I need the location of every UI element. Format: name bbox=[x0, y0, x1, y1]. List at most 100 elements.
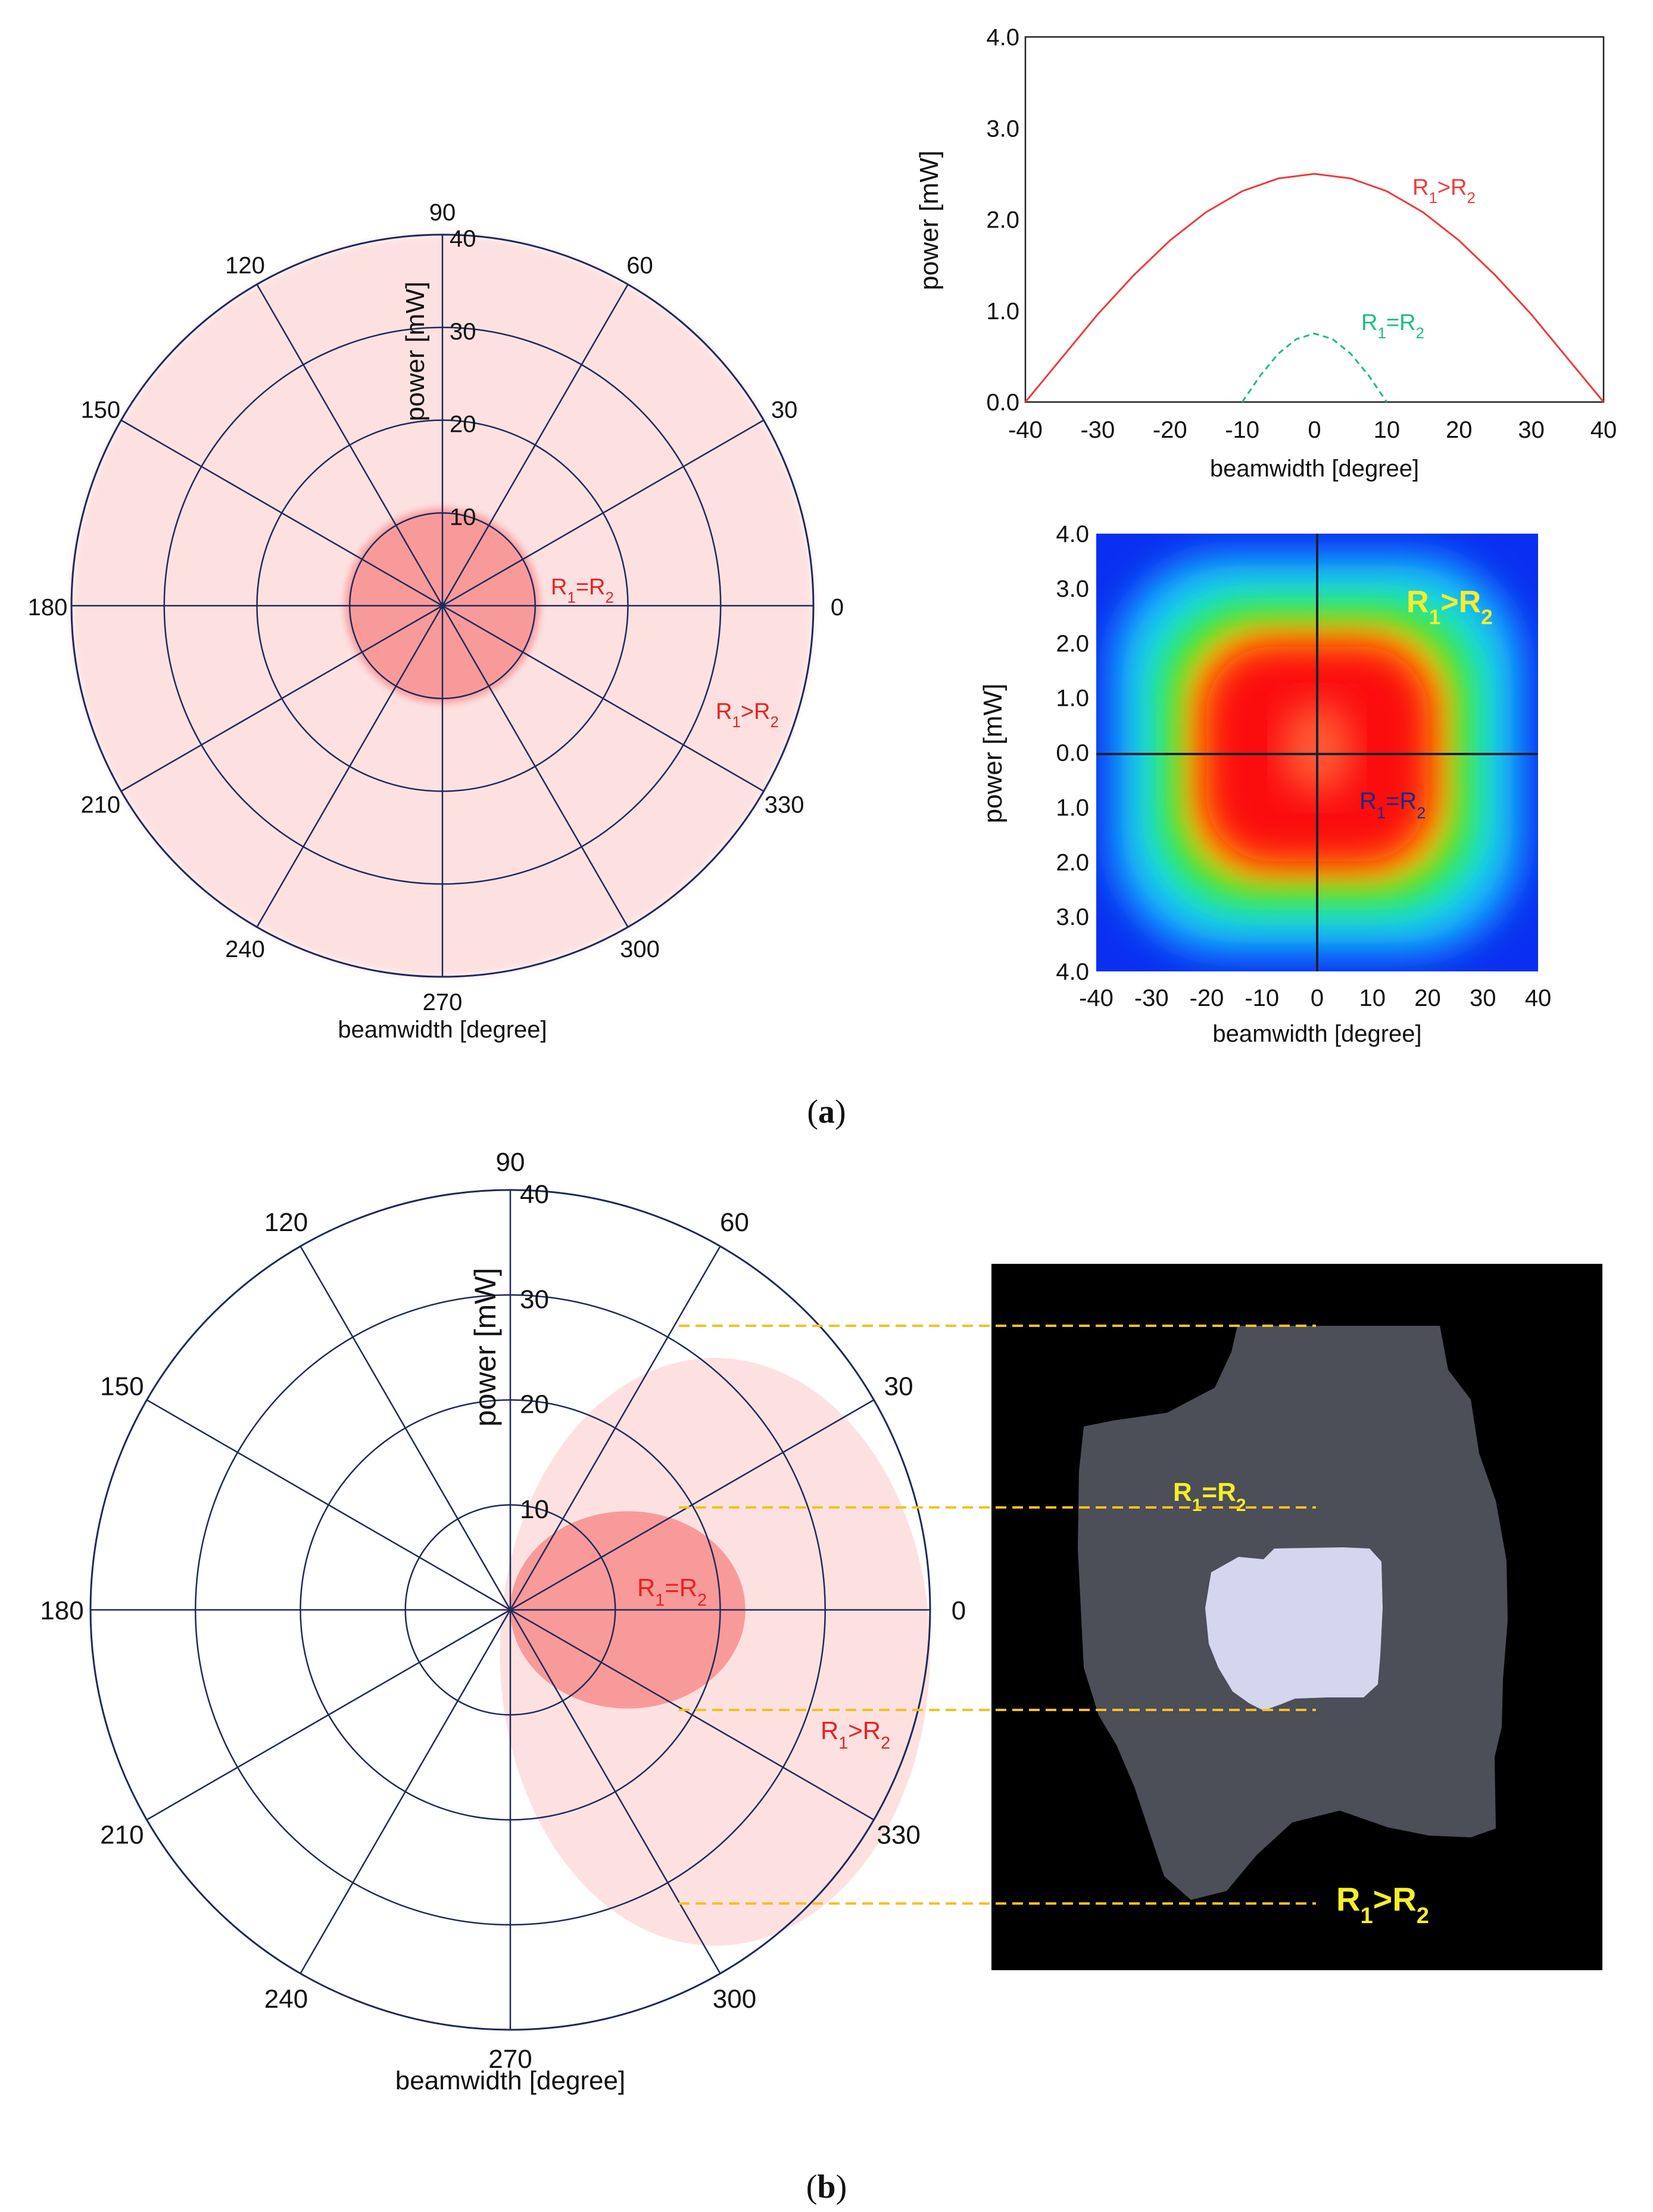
heatmap-label: R1=R2 bbox=[1359, 788, 1426, 822]
x-tick-label: 10 bbox=[1374, 417, 1401, 443]
x-tick-label: -30 bbox=[1134, 985, 1169, 1011]
x-tick-label: 20 bbox=[1414, 985, 1441, 1011]
angle-tick-label: 330 bbox=[765, 792, 804, 818]
spoke-line bbox=[300, 1245, 512, 1610]
y-tick-label: 0.0 bbox=[1056, 740, 1089, 767]
angle-tick-label: 60 bbox=[626, 253, 653, 279]
angle-tick-label: 0 bbox=[952, 1596, 966, 1625]
line-chart-a: -40 -30 -20 -10 0 10 20 30 40 0.0 1.0 2.0 3.0 4.0 beam… bbox=[915, 24, 1617, 482]
x-tick-label: 30 bbox=[1470, 985, 1496, 1011]
y-tick-label: 2.0 bbox=[986, 207, 1019, 233]
angle-tick-label: 270 bbox=[488, 2045, 532, 2074]
angle-tick-label: 240 bbox=[264, 1984, 308, 2014]
radial-tick-label: 10 bbox=[520, 1495, 549, 1524]
x-tick-label: 0 bbox=[1311, 985, 1324, 1011]
y-axis-label: power [mW] bbox=[915, 151, 944, 291]
angle-tick-label: 240 bbox=[225, 936, 265, 962]
y-tick-label: 4.0 bbox=[1056, 959, 1089, 985]
angle-tick-label: 60 bbox=[720, 1208, 749, 1237]
y-tick-label: 0.0 bbox=[986, 390, 1019, 416]
region-label: R1=R2 bbox=[551, 575, 614, 606]
series-line-r1-equal-r2 bbox=[1241, 332, 1388, 403]
y-tick-label: 4.0 bbox=[986, 24, 1019, 51]
spoke-line bbox=[146, 1399, 511, 1611]
series-line-r1-greater-r2 bbox=[1024, 173, 1605, 403]
spoke-line bbox=[509, 1609, 721, 1974]
spoke-line bbox=[300, 1609, 512, 1974]
depth-label: R1>R2 bbox=[1336, 1880, 1429, 1929]
y-tick-label: 3.0 bbox=[986, 116, 1019, 142]
x-tick-label: -10 bbox=[1245, 985, 1279, 1011]
angle-tick-label: 0 bbox=[831, 594, 844, 621]
radial-tick-label: 30 bbox=[450, 319, 476, 345]
y-tick-label: 4.0 bbox=[1056, 521, 1089, 547]
spoke-line bbox=[442, 419, 765, 607]
spoke-line bbox=[256, 605, 444, 928]
x-tick-label: -40 bbox=[1008, 417, 1043, 443]
series-label: R1>R2 bbox=[1412, 175, 1476, 207]
radial-tick-label: 10 bbox=[450, 504, 476, 530]
y-tick-label: 1.0 bbox=[986, 298, 1019, 325]
series-label: R1=R2 bbox=[1361, 310, 1424, 342]
region-label: R1>R2 bbox=[716, 699, 779, 731]
plot-frame bbox=[1024, 36, 1605, 403]
angle-tick-label: 30 bbox=[771, 397, 798, 423]
spoke-line bbox=[441, 605, 629, 928]
angle-tick-label: 120 bbox=[264, 1208, 308, 1237]
angle-tick-label: 300 bbox=[620, 936, 660, 962]
radial-tick-label: 40 bbox=[450, 226, 476, 252]
x-axis-label: beamwidth [degree] bbox=[395, 2066, 625, 2095]
depth-label: R1=R2 bbox=[1173, 1478, 1246, 1515]
y-axis-label: power [mW] bbox=[469, 1268, 502, 1427]
x-tick-label: 10 bbox=[1359, 985, 1386, 1011]
angle-tick-label: 300 bbox=[713, 1984, 756, 2014]
polar-chart-a: 0 30 60 90 120 150 180 210 240 270 300 330 10 20 30 40 p… bbox=[28, 200, 844, 1043]
x-tick-label: -10 bbox=[1225, 417, 1259, 443]
region-label: R1=R2 bbox=[637, 1574, 707, 1610]
angle-tick-label: 90 bbox=[496, 1148, 525, 1177]
inner-depth-region bbox=[1205, 1547, 1383, 1711]
depth-map-b: R1=R2 R1>R2 bbox=[991, 1264, 1602, 1970]
angle-tick-label: 120 bbox=[225, 253, 265, 279]
spoke-line bbox=[510, 1399, 875, 1611]
x-tick-label: 40 bbox=[1525, 985, 1552, 1011]
radial-tick-label: 20 bbox=[450, 412, 476, 438]
x-tick-label: -30 bbox=[1080, 417, 1115, 443]
angle-tick-label: 210 bbox=[80, 792, 120, 818]
y-axis-label: power [mW] bbox=[978, 684, 1008, 824]
y-tick-label: 2.0 bbox=[1056, 631, 1089, 657]
caption-b: (b) bbox=[806, 2169, 847, 2205]
spoke-line bbox=[256, 283, 444, 606]
x-tick-label: 20 bbox=[1446, 417, 1473, 443]
radial-tick-label: 40 bbox=[520, 1180, 549, 1209]
angle-tick-label: 150 bbox=[100, 1372, 144, 1401]
x-axis-label: beamwidth [degree] bbox=[1210, 456, 1419, 482]
region-label: R1>R2 bbox=[821, 1716, 890, 1753]
spoke-line bbox=[120, 419, 443, 607]
radial-tick-label: 30 bbox=[520, 1285, 549, 1314]
angle-tick-label: 90 bbox=[429, 200, 456, 226]
polar-chart-b: 0 30 60 90 120 150 180 210 240 270 300 330 10 20 30 40 p… bbox=[40, 1148, 966, 2095]
angle-tick-label: 330 bbox=[877, 1821, 920, 1850]
radial-tick-label: 20 bbox=[520, 1390, 549, 1419]
y-tick-label: 3.0 bbox=[1056, 576, 1089, 602]
y-tick-label: 2.0 bbox=[1056, 849, 1089, 876]
x-tick-label: -20 bbox=[1153, 417, 1187, 443]
y-tick-label: 1.0 bbox=[1056, 795, 1089, 821]
x-tick-label: -20 bbox=[1190, 985, 1224, 1011]
angle-tick-label: 180 bbox=[28, 594, 68, 621]
spoke-line bbox=[146, 1609, 511, 1821]
heatmap-label: R1>R2 bbox=[1406, 585, 1493, 629]
angle-tick-label: 30 bbox=[884, 1372, 913, 1401]
angle-tick-label: 270 bbox=[423, 989, 463, 1015]
angle-tick-label: 150 bbox=[80, 397, 120, 423]
caption-a: (a) bbox=[807, 1093, 846, 1130]
x-tick-label: 40 bbox=[1590, 417, 1617, 443]
angle-tick-label: 210 bbox=[100, 1821, 144, 1850]
spoke-line bbox=[510, 1609, 875, 1821]
x-tick-label: 0 bbox=[1308, 417, 1321, 443]
spoke-line bbox=[441, 283, 629, 606]
angle-tick-label: 180 bbox=[40, 1596, 83, 1625]
x-tick-label: 30 bbox=[1518, 417, 1545, 443]
